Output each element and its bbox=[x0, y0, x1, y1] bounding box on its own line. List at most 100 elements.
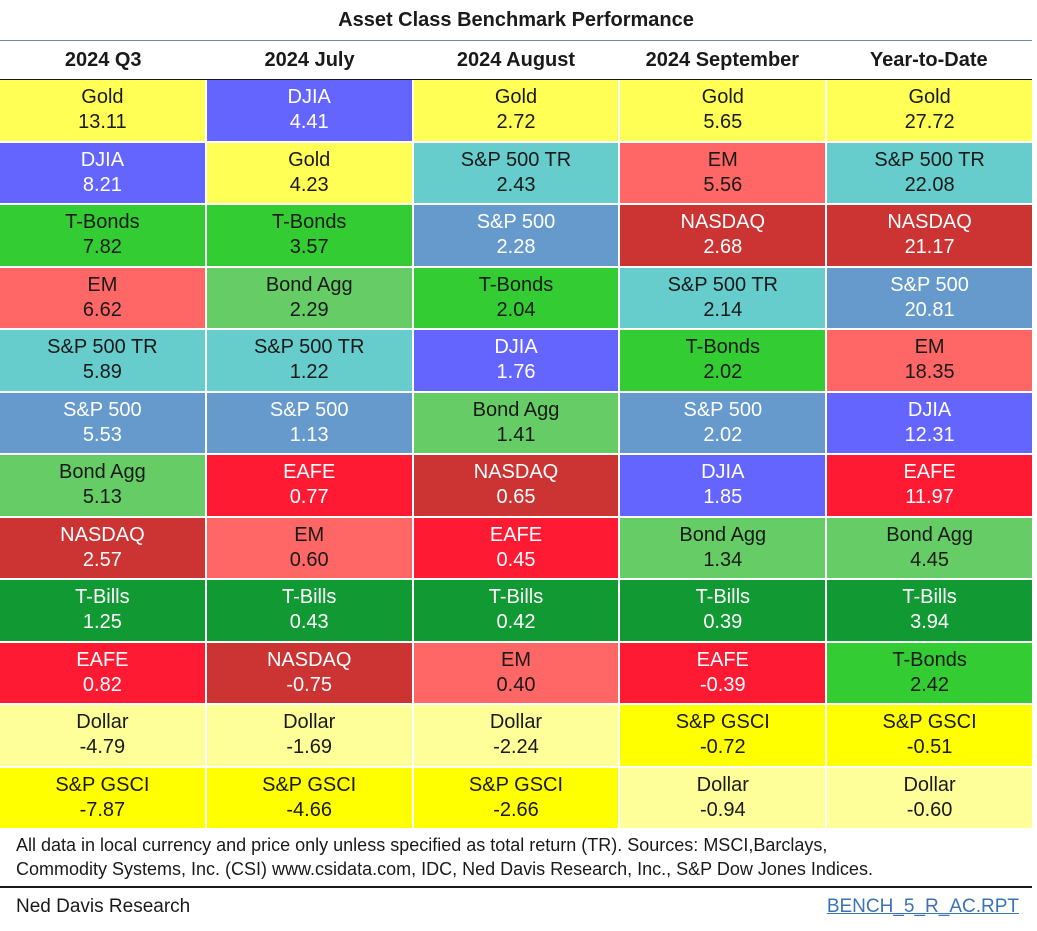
report-code-link[interactable]: BENCH_5_R_AC.RPT bbox=[826, 896, 1019, 917]
table-cell: Dollar -0.60 bbox=[827, 767, 1032, 828]
asset-name: S&P 500 TR bbox=[460, 148, 572, 171]
table-cell: T-Bills 3.94 bbox=[827, 580, 1032, 641]
table-cell: T-Bonds 2.42 bbox=[827, 642, 1032, 703]
table-cell: S&P GSCI -0.72 bbox=[620, 705, 826, 766]
asset-return-value: 2.68 bbox=[703, 236, 743, 259]
asset-return-value: 21.17 bbox=[904, 236, 955, 259]
asset-name: S&P GSCI bbox=[55, 773, 150, 796]
footnote-line: Commodity Systems, Inc. (CSI) www.csidat… bbox=[16, 859, 873, 879]
asset-name: Dollar bbox=[489, 711, 543, 734]
asset-return-value: 6.62 bbox=[82, 298, 122, 321]
asset-return-value: 5.13 bbox=[82, 486, 122, 509]
source-label: Ned Davis Research bbox=[16, 896, 191, 917]
table-cell: Bond Agg 2.29 bbox=[206, 267, 412, 328]
asset-return-value: 22.08 bbox=[904, 173, 955, 196]
asset-return-value: -0.39 bbox=[699, 673, 746, 696]
asset-return-value: 2.43 bbox=[496, 173, 536, 196]
table-cell: EM 18.35 bbox=[827, 330, 1032, 391]
column-header: 2024 August bbox=[456, 48, 576, 71]
column-header: 2024 July bbox=[264, 48, 355, 71]
table-cell: Bond Agg 4.45 bbox=[827, 517, 1032, 578]
table-cell: EM 5.56 bbox=[620, 142, 826, 203]
table-cell: S&P GSCI -2.66 bbox=[413, 767, 619, 828]
asset-name: T-Bonds bbox=[685, 336, 761, 359]
asset-name: S&P 500 bbox=[476, 211, 556, 234]
table-cell: T-Bonds 7.82 bbox=[0, 205, 205, 266]
bottom-divider bbox=[0, 886, 1032, 888]
asset-return-value: 2.14 bbox=[703, 298, 743, 321]
asset-name: EAFE bbox=[489, 523, 543, 546]
table-cell: Dollar -1.69 bbox=[206, 705, 412, 766]
table-cell: DJIA 1.85 bbox=[620, 455, 826, 516]
asset-name: T-Bonds bbox=[271, 211, 347, 234]
asset-name: Gold bbox=[701, 86, 744, 109]
asset-return-value: 0.65 bbox=[496, 486, 536, 509]
table-cell: S&P GSCI -7.87 bbox=[0, 767, 205, 828]
asset-name: Dollar bbox=[903, 773, 956, 796]
asset-return-value: 5.56 bbox=[703, 173, 743, 196]
table-cell: EAFE -0.39 bbox=[620, 642, 826, 703]
asset-name: NASDAQ bbox=[473, 461, 559, 484]
table-cell: Gold 13.11 bbox=[0, 80, 205, 141]
asset-return-value: 0.82 bbox=[82, 673, 122, 696]
asset-name: DJIA bbox=[80, 148, 125, 171]
asset-name: EM bbox=[707, 148, 738, 171]
table-cell: S&P 500 20.81 bbox=[827, 267, 1032, 328]
table-cell: S&P 500 2.02 bbox=[620, 392, 826, 453]
asset-name: S&P 500 bbox=[63, 398, 142, 421]
asset-name: EAFE bbox=[903, 461, 956, 484]
asset-return-value: 1.34 bbox=[703, 548, 743, 571]
table-cell: DJIA 8.21 bbox=[0, 142, 205, 203]
asset-return-value: 4.41 bbox=[289, 111, 329, 134]
asset-name: EM bbox=[914, 336, 945, 359]
asset-return-value: 0.45 bbox=[496, 548, 536, 571]
asset-name: T-Bills bbox=[281, 586, 337, 609]
asset-return-value: 2.28 bbox=[496, 236, 536, 259]
asset-return-value: 13.11 bbox=[78, 111, 127, 134]
asset-return-value: -0.72 bbox=[699, 736, 746, 759]
table-cell: DJIA 4.41 bbox=[206, 80, 412, 141]
asset-return-value: 11.97 bbox=[905, 486, 954, 509]
asset-name: S&P 500 bbox=[683, 398, 763, 421]
asset-return-value: 5.53 bbox=[82, 423, 122, 446]
asset-name: DJIA bbox=[907, 398, 952, 421]
table-cell: DJIA 1.76 bbox=[413, 330, 619, 391]
asset-return-value: 0.39 bbox=[703, 611, 743, 634]
asset-return-value: 27.72 bbox=[904, 111, 955, 134]
asset-name: Bond Agg bbox=[472, 398, 560, 421]
asset-return-value: 3.57 bbox=[289, 236, 329, 259]
asset-name: S&P GSCI bbox=[882, 711, 977, 734]
asset-return-value: 0.43 bbox=[289, 611, 329, 634]
asset-name: EM bbox=[87, 273, 118, 296]
table-cell: T-Bonds 2.02 bbox=[620, 330, 826, 391]
asset-return-value: -4.66 bbox=[286, 798, 332, 821]
asset-name: DJIA bbox=[287, 86, 331, 109]
column-header: 2024 Q3 bbox=[64, 48, 142, 71]
asset-name: EAFE bbox=[696, 648, 749, 671]
asset-name: DJIA bbox=[494, 336, 538, 359]
table-cell: NASDAQ 2.57 bbox=[0, 517, 205, 578]
asset-return-value: 1.13 bbox=[289, 423, 329, 446]
asset-name: T-Bills bbox=[488, 586, 544, 609]
asset-name: Bond Agg bbox=[59, 461, 146, 484]
table-cell: EAFE 0.77 bbox=[206, 455, 412, 516]
asset-name: EAFE bbox=[283, 461, 336, 484]
table-cell: Gold 2.72 bbox=[413, 80, 619, 141]
asset-name: S&P 500 TR bbox=[667, 273, 779, 296]
table-cell: Dollar -0.94 bbox=[620, 767, 826, 828]
asset-name: Dollar bbox=[76, 711, 129, 734]
asset-name: S&P GSCI bbox=[675, 711, 770, 734]
asset-return-value: 1.41 bbox=[496, 423, 536, 446]
asset-return-value: -2.66 bbox=[493, 798, 539, 821]
asset-return-value: 1.25 bbox=[82, 611, 122, 634]
table-cell: S&P 500 TR 1.22 bbox=[206, 330, 412, 391]
table-cell: S&P GSCI -0.51 bbox=[827, 705, 1032, 766]
asset-name: T-Bonds bbox=[65, 211, 140, 234]
asset-name: Dollar bbox=[696, 773, 749, 796]
table-cell: Bond Agg 1.34 bbox=[620, 517, 826, 578]
asset-name: EAFE bbox=[76, 648, 129, 671]
table-cell: NASDAQ 2.68 bbox=[620, 205, 826, 266]
asset-name: Gold bbox=[908, 86, 951, 109]
table-cell: Bond Agg 5.13 bbox=[0, 455, 205, 516]
asset-return-value: 2.02 bbox=[703, 361, 743, 384]
